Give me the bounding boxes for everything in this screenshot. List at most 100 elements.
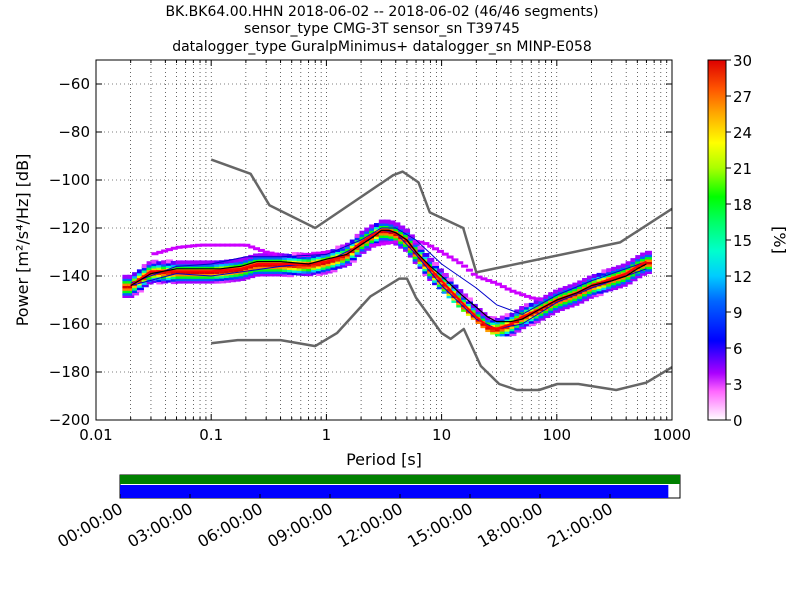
density-cell	[209, 267, 217, 272]
density-cell	[219, 264, 227, 269]
density-cell	[199, 260, 207, 265]
density-cell	[398, 244, 406, 249]
density-cell	[320, 263, 328, 268]
density-cell	[364, 232, 372, 237]
density-cell	[644, 265, 652, 270]
density-cell	[407, 248, 415, 253]
density-cell	[417, 252, 425, 257]
density-cell	[557, 290, 565, 295]
density-cell	[388, 220, 396, 225]
y-axis-ticks: −200 −180 −160 −140 −120 −100 −80 −60	[49, 75, 672, 429]
density-cell	[567, 298, 575, 303]
density-cell	[296, 259, 304, 264]
density-cell	[620, 270, 628, 275]
density-cell	[538, 311, 546, 316]
density-cell	[606, 272, 614, 277]
density-cell	[436, 270, 444, 275]
density-cell	[136, 283, 144, 288]
density-cell	[383, 236, 391, 241]
density-cell	[533, 304, 541, 309]
density-cell	[538, 302, 546, 307]
density-cell	[528, 317, 536, 322]
density-cell	[475, 310, 483, 315]
x-tick-label: 1000	[653, 426, 691, 444]
density-cell	[562, 286, 570, 291]
density-cell	[214, 274, 222, 279]
density-cell	[523, 317, 531, 322]
density-cell	[228, 273, 236, 278]
density-cell	[548, 297, 556, 302]
density-cell	[204, 279, 212, 284]
density-cell	[257, 270, 265, 274]
density-cell	[286, 273, 294, 278]
density-cell	[494, 327, 502, 332]
density-cell	[127, 277, 135, 282]
density-cell	[165, 248, 173, 252]
colorbar-tick-label: 30	[733, 52, 752, 70]
density-cell	[204, 277, 212, 282]
density-cell	[393, 234, 401, 239]
density-cell	[499, 332, 507, 337]
density-cell	[630, 260, 638, 265]
x-axis-label: Period [s]	[346, 450, 422, 469]
density-cell	[490, 323, 498, 328]
y-tick-label: −180	[49, 363, 90, 381]
density-cell	[301, 272, 309, 277]
density-cell	[523, 294, 531, 298]
colorbar-ticks: 0 3 6 9 12 15 18 21 24 27 30	[726, 52, 752, 430]
density-cell	[330, 261, 338, 266]
density-cell	[257, 267, 265, 272]
density-cell	[504, 332, 512, 337]
density-cell	[635, 267, 643, 272]
density-cell	[127, 294, 135, 298]
density-cell	[620, 268, 628, 273]
density-cell	[388, 241, 396, 245]
density-cell	[190, 244, 198, 248]
density-cell	[398, 227, 406, 232]
density-cell	[456, 289, 464, 294]
density-cell	[553, 301, 561, 306]
y-tick-label: −100	[49, 171, 90, 189]
density-cell	[388, 237, 396, 242]
density-cell	[253, 270, 261, 275]
density-cell	[267, 270, 275, 274]
density-cell	[204, 272, 212, 277]
density-cell	[282, 255, 290, 260]
density-cell	[519, 322, 527, 327]
density-cell	[219, 279, 227, 284]
density-cell	[214, 272, 222, 277]
title-line-1: BK.BK64.00.HHN 2018-06-02 -- 2018-06-02 …	[165, 4, 598, 20]
density-cell	[257, 265, 265, 270]
density-cell	[490, 328, 498, 333]
density-cell	[611, 271, 619, 276]
density-cell	[209, 260, 217, 265]
density-cell	[354, 250, 362, 255]
density-cell	[291, 264, 299, 269]
density-cell	[238, 257, 246, 262]
density-cell	[141, 280, 149, 285]
density-cell	[378, 242, 386, 246]
density-cell	[132, 276, 140, 281]
density-cell	[388, 227, 396, 232]
density-cell	[519, 305, 527, 310]
density-cell	[490, 316, 498, 321]
density-cell	[514, 323, 522, 328]
density-cell	[557, 294, 565, 299]
density-cell	[427, 274, 435, 279]
density-cell	[432, 281, 440, 286]
density-cell	[214, 262, 222, 267]
density-cell	[562, 302, 570, 307]
density-cell	[132, 291, 140, 296]
timeline-bottom-bar	[120, 485, 669, 498]
density-cell	[253, 253, 261, 258]
density-cell	[228, 266, 236, 271]
density-cell	[127, 289, 135, 294]
density-cell	[553, 304, 561, 309]
density-cell	[248, 257, 256, 262]
density-cell	[465, 268, 473, 272]
density-cell	[243, 258, 251, 263]
density-cell	[349, 241, 357, 246]
density-cell	[553, 308, 561, 313]
density-cell	[243, 268, 251, 273]
density-cell	[586, 289, 594, 294]
